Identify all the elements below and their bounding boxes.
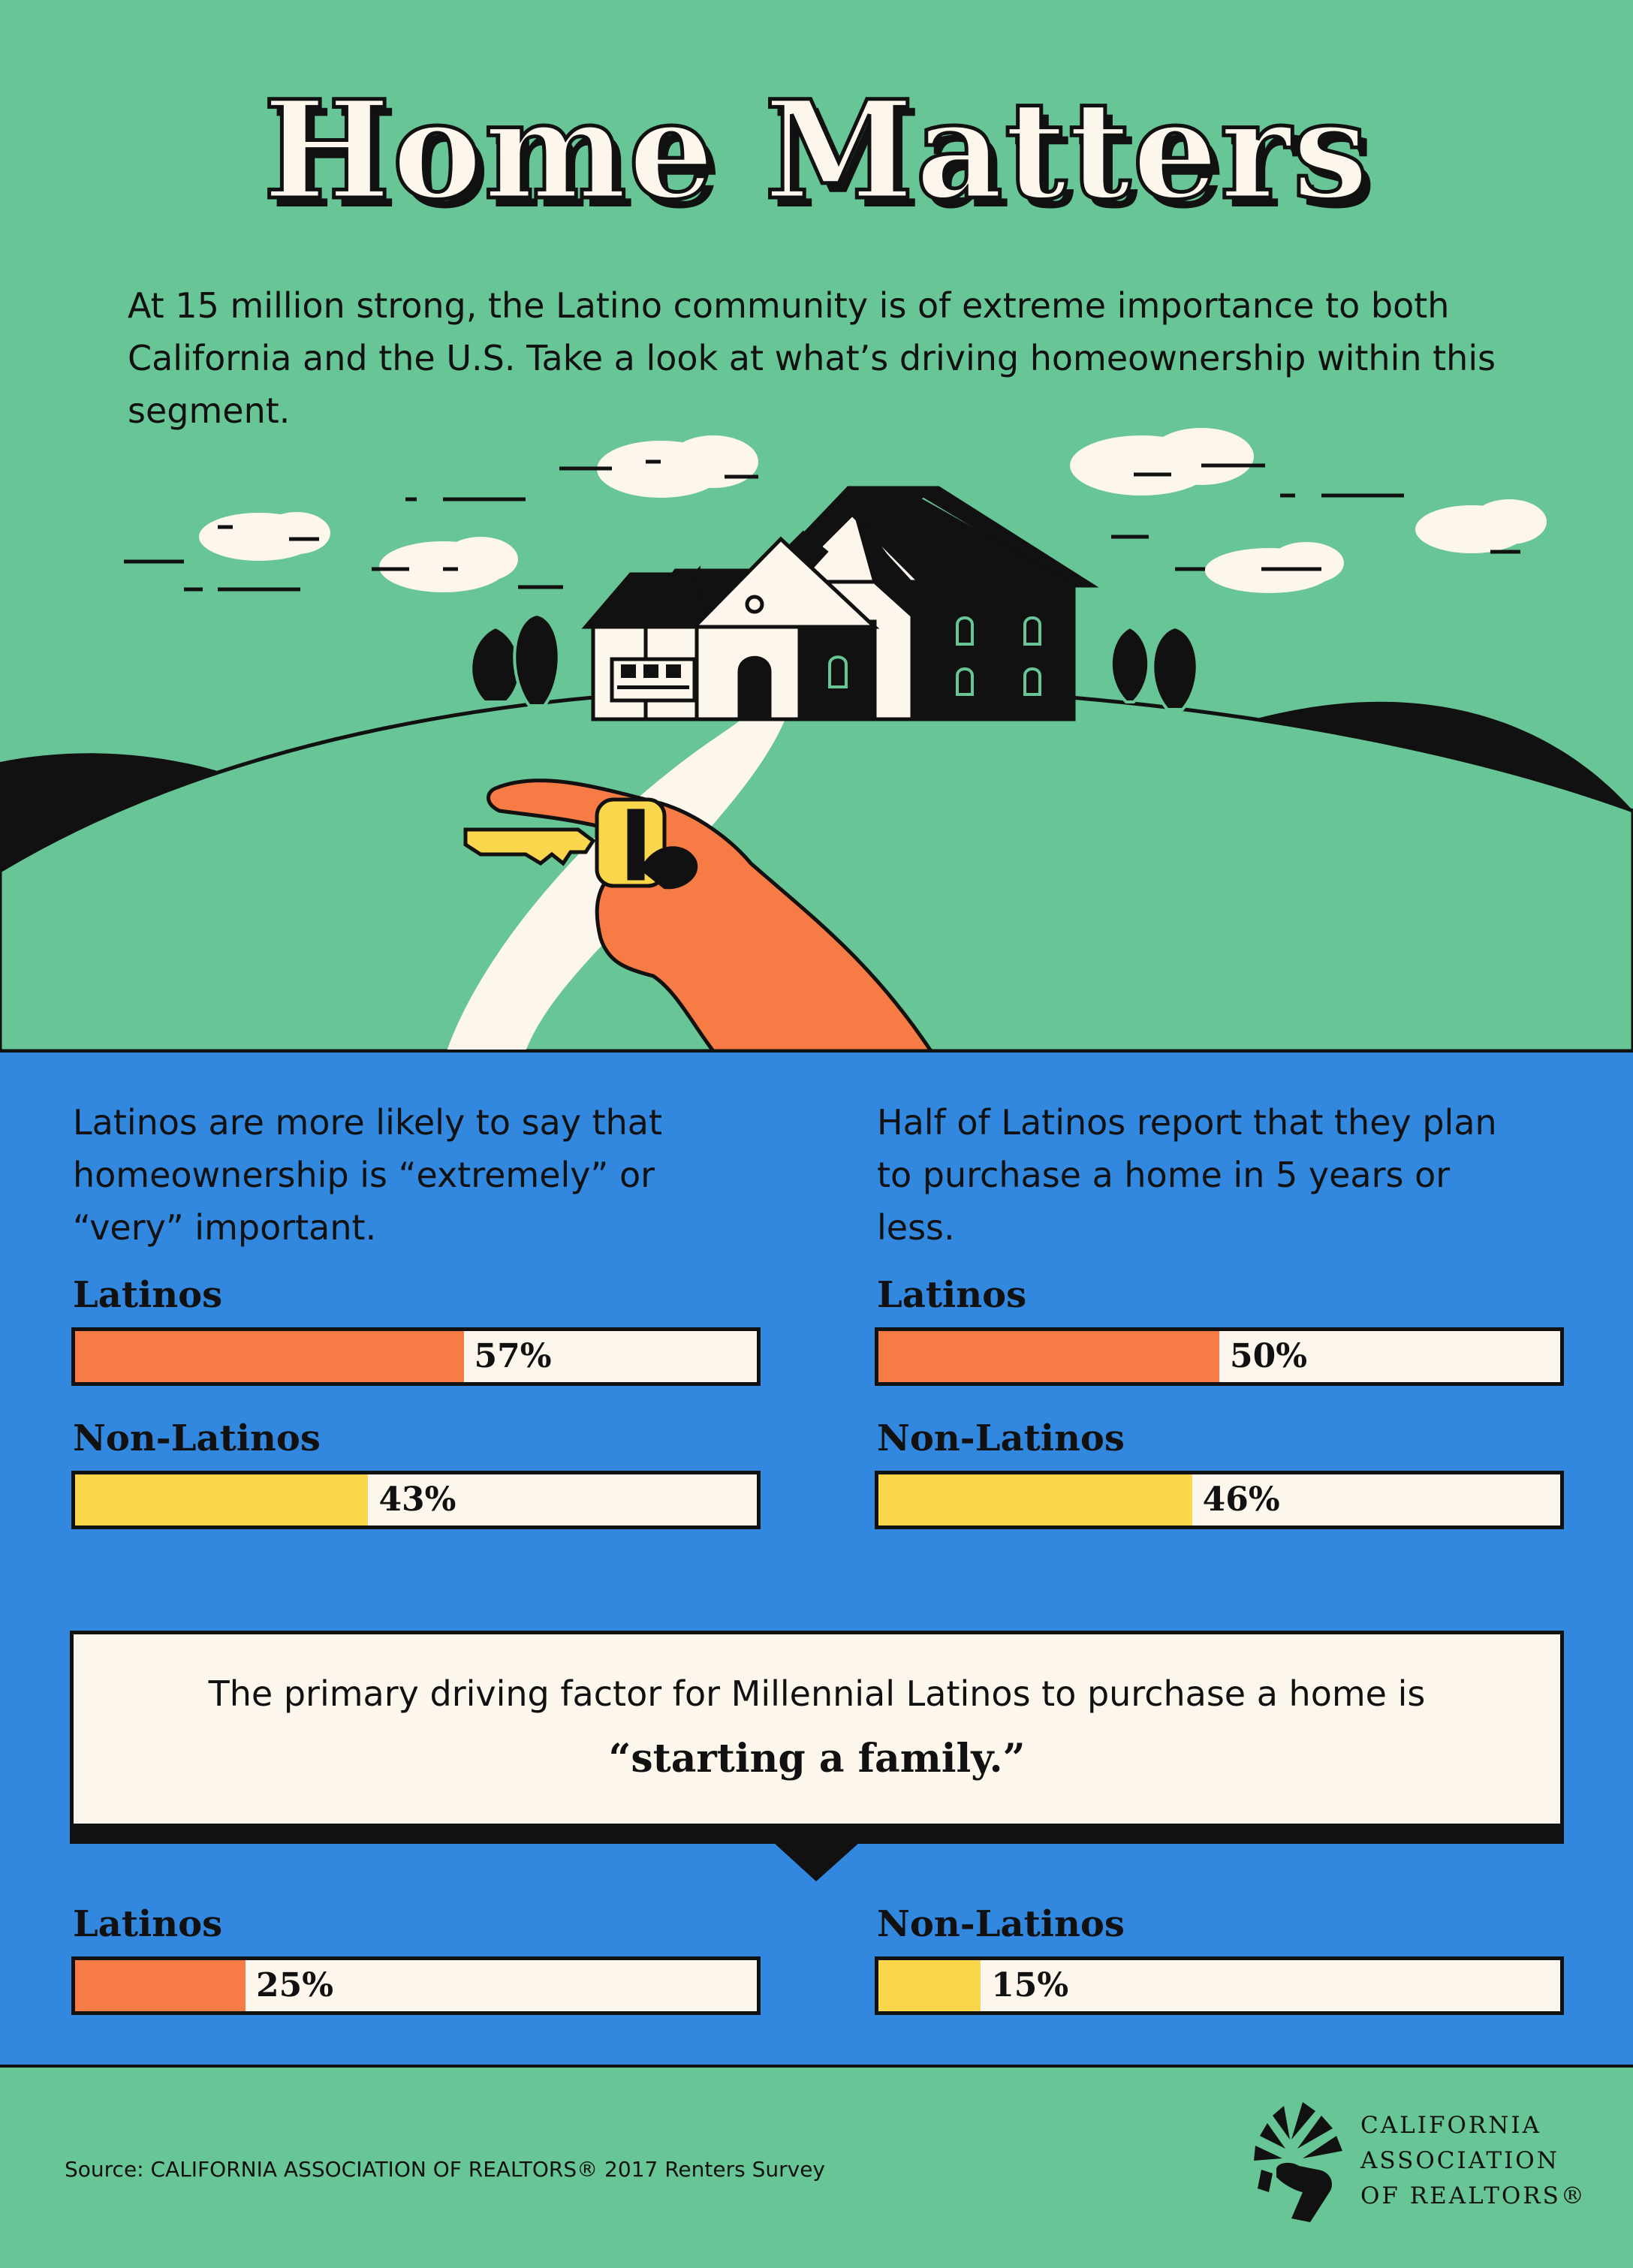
chart1-label-non-latinos: Non-Latinos — [73, 1417, 321, 1459]
logo-line2: ASSOCIATION — [1360, 2147, 1559, 2174]
chart1-bar-latinos: 57% — [71, 1327, 761, 1386]
chart2-fill-latinos — [878, 1331, 1219, 1382]
chart2-value-latinos: 50% — [1230, 1337, 1308, 1375]
car-logo: CALIFORNIA ASSOCIATION OF REALTORS® — [1246, 2095, 1592, 2230]
thumb-icon — [640, 846, 698, 890]
chart2-bar-non-latinos: 46% — [875, 1471, 1564, 1529]
chart3-bar-non-latinos: 15% — [875, 1956, 1564, 2015]
stats-panel — [0, 1050, 1633, 2068]
chart1-label-latinos: Latinos — [73, 1274, 223, 1316]
chart1-value-non-latinos: 43% — [378, 1480, 456, 1519]
logo-line3: OF REALTORS® — [1360, 2182, 1586, 2209]
chart3-label-latinos: Latinos — [73, 1903, 223, 1945]
chart3-label-non-latinos: Non-Latinos — [877, 1903, 1125, 1945]
callout-line1: The primary driving factor for Millennia… — [208, 1673, 1426, 1714]
chart2-fill-non-latinos — [878, 1474, 1192, 1526]
chart2-label-latinos: Latinos — [877, 1274, 1027, 1316]
source-citation: Source: CALIFORNIA ASSOCIATION OF REALTO… — [65, 2157, 825, 2182]
chart1-fill-non-latinos — [75, 1474, 369, 1526]
chart1-fill-latinos — [75, 1331, 464, 1382]
house-illustration — [0, 428, 1633, 1051]
key-icon — [463, 797, 667, 888]
chart2-value-non-latinos: 46% — [1202, 1480, 1280, 1519]
stat1-text: Latinos are more likely to say that home… — [73, 1102, 663, 1248]
chart3-value-latinos: 25% — [256, 1966, 334, 2004]
chart2-label-non-latinos: Non-Latinos — [877, 1417, 1125, 1459]
chart3-fill-latinos — [75, 1960, 246, 2011]
chart3-fill-non-latinos — [878, 1960, 981, 2011]
wind-lines — [124, 459, 1520, 592]
tree-icon — [469, 612, 1199, 711]
callout-line2: “starting a family.” — [608, 1736, 1026, 1782]
callout-box: The primary driving factor for Millennia… — [70, 1631, 1564, 1827]
car-logo-mark-icon — [1254, 2102, 1342, 2222]
cloud-icon — [199, 428, 1547, 593]
house-icon — [581, 486, 1099, 721]
chart3-bar-latinos: 25% — [71, 1956, 761, 2015]
page-title: Home Matters — [261, 70, 1371, 232]
chart1-value-latinos: 57% — [474, 1337, 552, 1375]
logo-line1: CALIFORNIA — [1360, 2112, 1541, 2139]
callout-pointer — [773, 1842, 860, 1881]
window-icons — [828, 616, 1041, 696]
chart2-bar-latinos: 50% — [875, 1327, 1564, 1386]
garage-window-icons — [617, 664, 689, 689]
chart3-value-non-latinos: 15% — [991, 1966, 1069, 2004]
stat2-text: Half of Latinos report that they plan to… — [877, 1102, 1497, 1248]
intro-text: At 15 million strong, the Latino communi… — [128, 285, 1496, 431]
chart1-bar-non-latinos: 43% — [71, 1471, 761, 1529]
